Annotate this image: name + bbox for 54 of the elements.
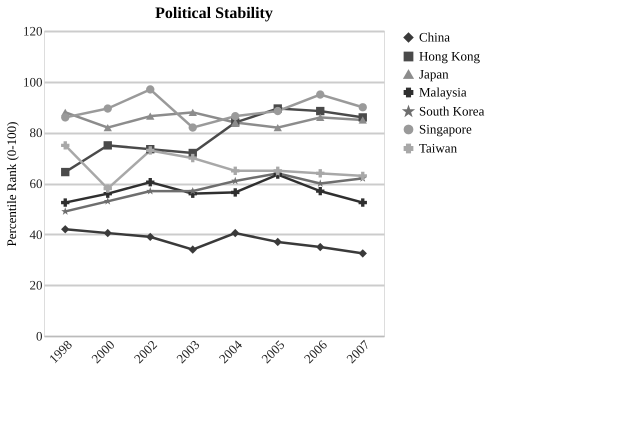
point — [274, 238, 282, 246]
y-tick-label: 60 — [30, 176, 42, 191]
y-tick-label: 40 — [30, 226, 42, 242]
point — [146, 232, 154, 242]
point — [188, 123, 197, 132]
point — [188, 245, 197, 254]
point — [231, 166, 240, 175]
point — [61, 113, 70, 122]
point — [316, 106, 324, 116]
point — [316, 242, 324, 252]
y-tick-label: 100 — [23, 74, 42, 90]
point — [146, 112, 154, 120]
legend-label: South Korea — [419, 104, 485, 118]
point — [231, 188, 240, 197]
point — [104, 141, 112, 150]
point — [104, 124, 112, 132]
point — [146, 178, 154, 186]
point — [146, 85, 154, 94]
y-tick-label: 80 — [30, 125, 42, 140]
point — [231, 112, 240, 120]
point — [274, 124, 282, 132]
point — [274, 166, 282, 175]
point — [358, 172, 367, 180]
point — [316, 90, 324, 99]
point — [104, 104, 112, 113]
legend-label: Singapore — [419, 122, 472, 136]
point — [61, 141, 70, 150]
chart-title: Political Stability — [155, 5, 273, 22]
point — [316, 186, 324, 196]
legend-label: Taiwan — [419, 140, 458, 156]
point — [358, 249, 367, 258]
legend-label: China — [419, 30, 450, 44]
point — [61, 225, 70, 234]
y-tick-label: 0 — [36, 328, 42, 344]
point — [188, 154, 197, 162]
point — [231, 228, 240, 238]
point — [274, 106, 282, 116]
point — [188, 108, 197, 116]
legend-label: Malaysia — [419, 84, 467, 100]
legend-label: Japan — [419, 66, 450, 82]
point — [316, 169, 324, 178]
point — [358, 198, 367, 207]
point — [146, 186, 154, 195]
y-tick-label: 20 — [30, 278, 42, 293]
legend-label: Hong Kong — [419, 48, 481, 64]
y-axis-title: Percentile Rank (0-100) — [4, 122, 19, 246]
point — [358, 103, 367, 112]
point — [61, 198, 70, 207]
point — [358, 116, 367, 124]
point — [104, 228, 112, 238]
point — [104, 184, 112, 193]
y-tick-label: 120 — [23, 24, 42, 38]
point — [61, 168, 70, 176]
point — [316, 114, 324, 122]
